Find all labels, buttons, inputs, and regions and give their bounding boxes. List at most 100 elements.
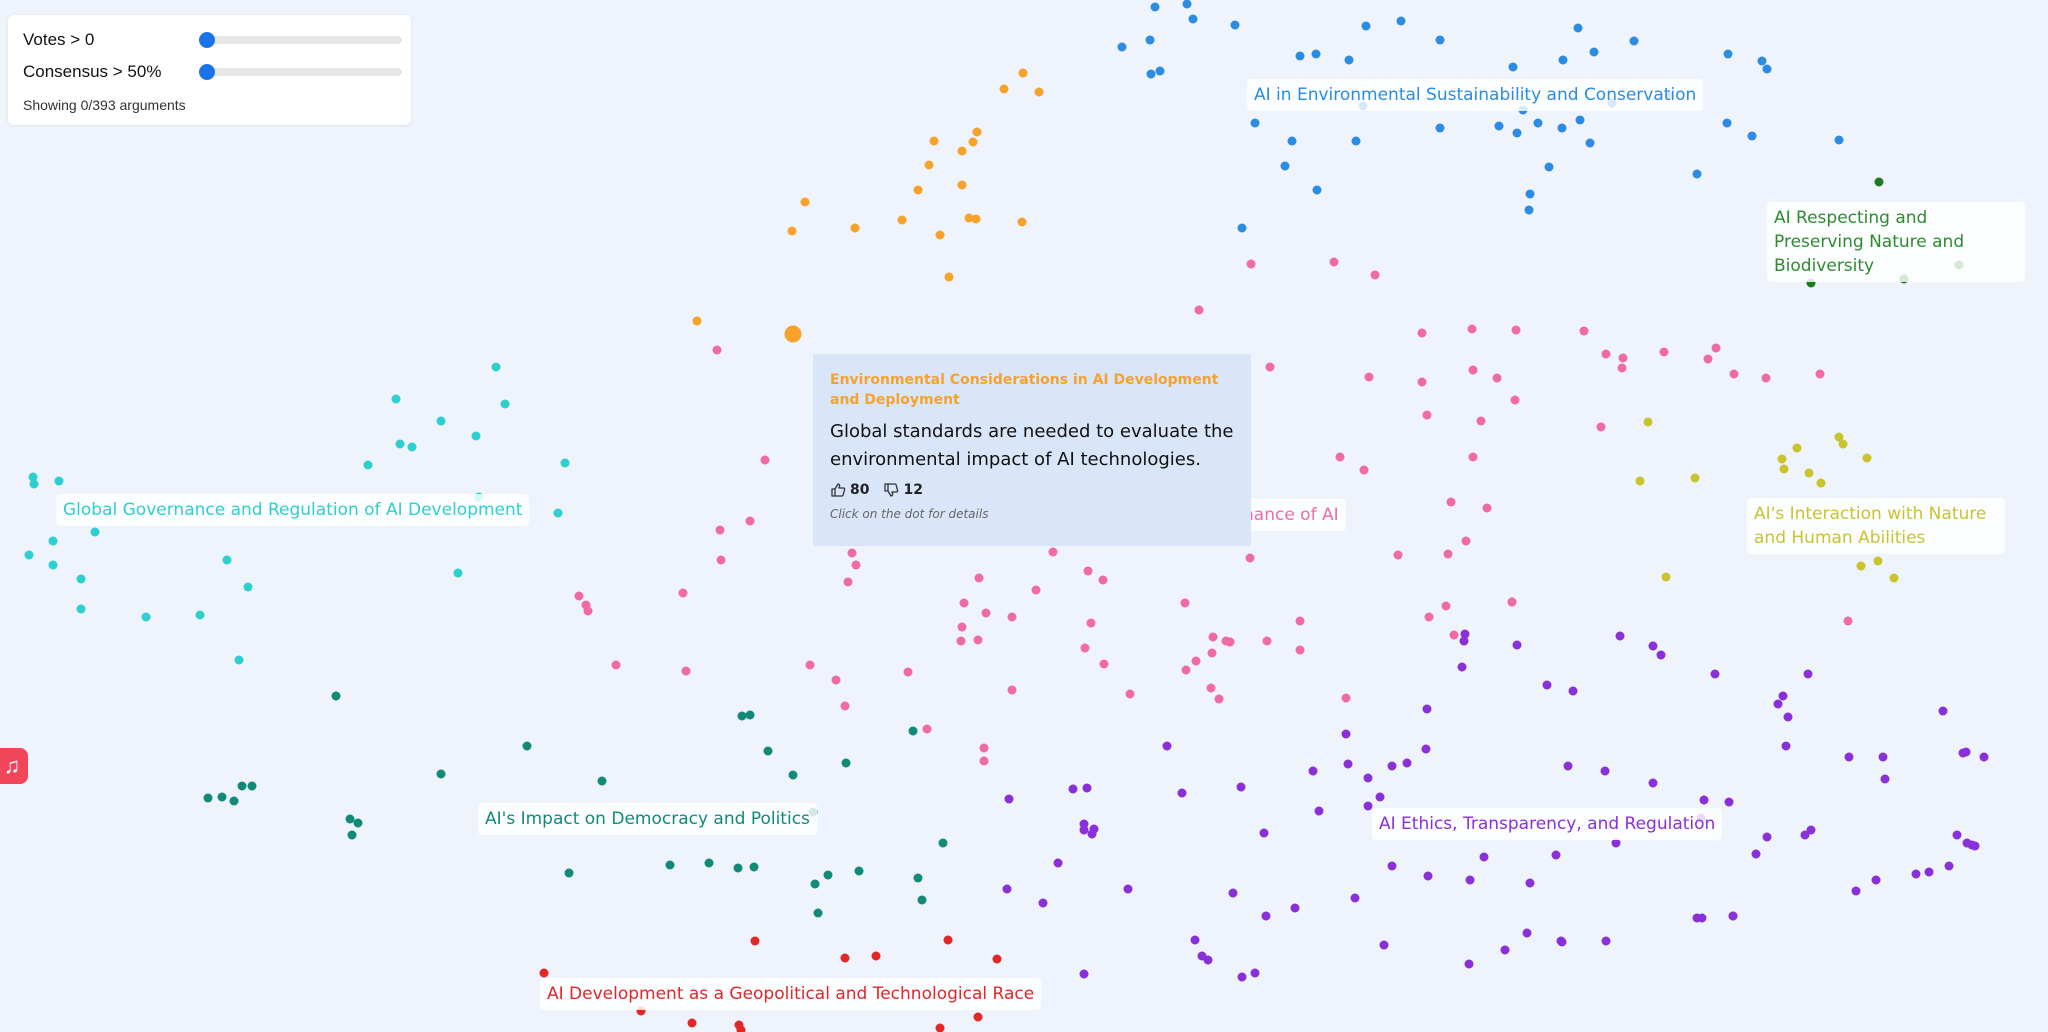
argument-dot-cyan[interactable] bbox=[395, 439, 405, 449]
argument-dot-orange[interactable] bbox=[971, 214, 981, 224]
argument-dot-purple[interactable] bbox=[1806, 825, 1816, 835]
argument-dot-cyan[interactable] bbox=[54, 476, 64, 486]
argument-dot-pink[interactable] bbox=[1417, 377, 1427, 387]
argument-dot-red[interactable] bbox=[973, 1012, 983, 1022]
argument-dot-blue[interactable] bbox=[1723, 49, 1733, 59]
argument-dot-blue[interactable] bbox=[1155, 66, 1165, 76]
argument-dot-purple[interactable] bbox=[1314, 806, 1324, 816]
argument-dot-pink[interactable] bbox=[1207, 648, 1217, 658]
argument-dot-pink[interactable] bbox=[716, 555, 726, 565]
argument-dot-pink[interactable] bbox=[1443, 549, 1453, 559]
argument-dot-pink[interactable] bbox=[1265, 362, 1275, 372]
argument-dot-pink[interactable] bbox=[1468, 365, 1478, 375]
argument-dot-pink[interactable] bbox=[1601, 349, 1611, 359]
argument-dot-blue[interactable] bbox=[1762, 64, 1772, 74]
argument-dot-pink[interactable] bbox=[1295, 645, 1305, 655]
argument-dot-blue[interactable] bbox=[1722, 118, 1732, 128]
argument-dot-pink[interactable] bbox=[1245, 553, 1255, 563]
argument-dot-purple[interactable] bbox=[1387, 861, 1397, 871]
argument-dot-orange[interactable] bbox=[1034, 87, 1044, 97]
argument-dot-orange[interactable] bbox=[968, 137, 978, 147]
argument-dot-blue[interactable] bbox=[1146, 69, 1156, 79]
argument-dot-orange[interactable] bbox=[850, 223, 860, 233]
argument-dot-pink[interactable] bbox=[1468, 452, 1478, 462]
argument-dot-cyan[interactable] bbox=[222, 555, 232, 565]
argument-dot-cyan[interactable] bbox=[90, 527, 100, 537]
argument-dot-purple[interactable] bbox=[1236, 782, 1246, 792]
argument-dot-teal[interactable] bbox=[913, 873, 923, 883]
argument-dot-purple[interactable] bbox=[1600, 766, 1610, 776]
argument-dot-blue[interactable] bbox=[1544, 162, 1554, 172]
argument-dot-purple[interactable] bbox=[1762, 832, 1772, 842]
argument-dot-red[interactable] bbox=[840, 953, 850, 963]
argument-dot-red[interactable] bbox=[935, 1023, 945, 1032]
consensus-slider[interactable] bbox=[199, 64, 402, 80]
argument-dot-olive[interactable] bbox=[1816, 478, 1826, 488]
argument-dot-orange[interactable] bbox=[944, 272, 954, 282]
argument-dot-purple[interactable] bbox=[1379, 940, 1389, 950]
argument-dot-olive[interactable] bbox=[1690, 473, 1700, 483]
argument-dot-orange[interactable] bbox=[999, 84, 1009, 94]
argument-dot-purple[interactable] bbox=[1465, 875, 1475, 885]
argument-dot-pink[interactable] bbox=[1181, 665, 1191, 675]
argument-dot-olive[interactable] bbox=[1635, 476, 1645, 486]
argument-dot-purple[interactable] bbox=[1053, 858, 1063, 868]
argument-dot-pink[interactable] bbox=[681, 666, 691, 676]
argument-dot-purple[interactable] bbox=[1938, 706, 1948, 716]
argument-dot-pink[interactable] bbox=[1441, 601, 1451, 611]
argument-dot-orange[interactable] bbox=[913, 185, 923, 195]
argument-dot-teal[interactable] bbox=[237, 781, 247, 791]
argument-dot-pink[interactable] bbox=[805, 660, 815, 670]
argument-dot-olive[interactable] bbox=[1862, 453, 1872, 463]
argument-dot-purple[interactable] bbox=[1512, 640, 1522, 650]
argument-dot-purple[interactable] bbox=[1290, 903, 1300, 913]
argument-dot-pink[interactable] bbox=[1031, 585, 1041, 595]
argument-dot-pink[interactable] bbox=[1098, 575, 1108, 585]
argument-dot-pink[interactable] bbox=[1048, 547, 1058, 557]
argument-dot-purple[interactable] bbox=[1871, 875, 1881, 885]
argument-dot-purple[interactable] bbox=[1751, 849, 1761, 859]
argument-dot-pink[interactable] bbox=[1214, 694, 1224, 704]
argument-dot-blue[interactable] bbox=[1494, 121, 1504, 131]
argument-dot-pink[interactable] bbox=[1446, 497, 1456, 507]
argument-dot-pink[interactable] bbox=[1295, 616, 1305, 626]
argument-dot-blue[interactable] bbox=[1230, 20, 1240, 30]
argument-dot-red[interactable] bbox=[943, 935, 953, 945]
argument-dot-blue[interactable] bbox=[1311, 49, 1321, 59]
argument-dot-red[interactable] bbox=[992, 954, 1002, 964]
argument-dot-purple[interactable] bbox=[1778, 691, 1788, 701]
argument-dot-pink[interactable] bbox=[1225, 637, 1235, 647]
argument-dot-teal[interactable] bbox=[203, 793, 213, 803]
argument-dot-orange[interactable] bbox=[1018, 68, 1028, 78]
argument-dot-pink[interactable] bbox=[903, 667, 913, 677]
argument-dot-pink[interactable] bbox=[1246, 259, 1256, 269]
argument-dot-cyan[interactable] bbox=[29, 479, 39, 489]
argument-dot-red[interactable] bbox=[539, 968, 549, 978]
argument-dot-cyan[interactable] bbox=[407, 442, 417, 452]
argument-dot-blue[interactable] bbox=[1512, 128, 1522, 138]
argument-dot-blue[interactable] bbox=[1396, 16, 1406, 26]
argument-dot-pink[interactable] bbox=[922, 724, 932, 734]
argument-dot-pink[interactable] bbox=[1080, 643, 1090, 653]
argument-dot-pink[interactable] bbox=[1191, 656, 1201, 666]
argument-dot-purple[interactable] bbox=[1692, 913, 1702, 923]
argument-dot-blue[interactable] bbox=[1150, 2, 1160, 12]
argument-dot-purple[interactable] bbox=[1699, 795, 1709, 805]
argument-dot-pink[interactable] bbox=[1482, 503, 1492, 513]
argument-dot-blue[interactable] bbox=[1533, 118, 1543, 128]
argument-dot-purple[interactable] bbox=[1350, 893, 1360, 903]
argument-dot-orange[interactable] bbox=[957, 180, 967, 190]
argument-dot-orange[interactable] bbox=[1017, 217, 1027, 227]
argument-dot-pink[interactable] bbox=[1335, 452, 1345, 462]
argument-dot-orange[interactable] bbox=[964, 213, 974, 223]
argument-dot-olive[interactable] bbox=[1779, 464, 1789, 474]
argument-dot-purple[interactable] bbox=[1250, 968, 1260, 978]
argument-dot-pink[interactable] bbox=[1393, 550, 1403, 560]
argument-dot-red[interactable] bbox=[750, 936, 760, 946]
argument-dot-pink[interactable] bbox=[1729, 369, 1739, 379]
argument-dot-blue[interactable] bbox=[1344, 55, 1354, 65]
argument-dot-purple[interactable] bbox=[1710, 669, 1720, 679]
argument-dot-darkgreen[interactable] bbox=[1874, 177, 1884, 187]
argument-dot-purple[interactable] bbox=[1648, 641, 1658, 651]
